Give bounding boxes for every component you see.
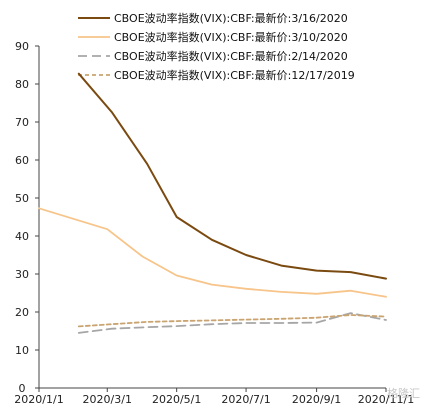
series-line-2 [38, 207, 387, 298]
series-line-3 [77, 312, 387, 334]
x-tick-label: 2020/5/1 [152, 393, 201, 406]
x-tick-label: 2020/7/1 [221, 393, 270, 406]
series-line-1 [77, 72, 387, 280]
y-tick-label: 50 [15, 192, 29, 205]
y-tick-label: 90 [15, 40, 29, 53]
x-tick-label: 2020/1/1 [14, 393, 63, 406]
legend: CBOE波动率指数(VIX):CBF:最新价:3/16/2020 CBOE波动率指… [78, 11, 355, 82]
y-tick-label: 0 [19, 382, 26, 395]
x-tick-label: 2020/9/1 [292, 393, 341, 406]
y-tick-label: 80 [15, 78, 29, 91]
legend-label-3: CBOE波动率指数(VIX):CBF:最新价:2/14/2020 [114, 49, 348, 63]
y-tick-label: 10 [15, 344, 29, 357]
legend-label-2: CBOE波动率指数(VIX):CBF:最新价:3/10/2020 [114, 30, 348, 44]
x-tick-label: 2020/11/1 [358, 393, 414, 406]
y-tick-label: 20 [15, 306, 29, 319]
axes: 0 10 20 30 40 50 60 70 80 90 2020/1/1 2020/3/1 2020/… [14, 40, 414, 406]
legend-label-4: CBOE波动率指数(VIX):CBF:最新价:12/17/2019 [114, 68, 355, 82]
y-tick-label: 70 [15, 116, 29, 129]
y-tick-label: 60 [15, 154, 29, 167]
y-tick-label: 40 [15, 230, 29, 243]
y-tick-label: 30 [15, 268, 29, 281]
x-tick-label: 2020/3/1 [83, 393, 132, 406]
series-line-4 [77, 314, 387, 328]
legend-label-1: CBOE波动率指数(VIX):CBF:最新价:3/16/2020 [114, 11, 348, 25]
plot-area [38, 72, 387, 334]
watermark-text: 格隆汇 [387, 386, 420, 400]
watermark: 格隆汇 [387, 386, 420, 400]
